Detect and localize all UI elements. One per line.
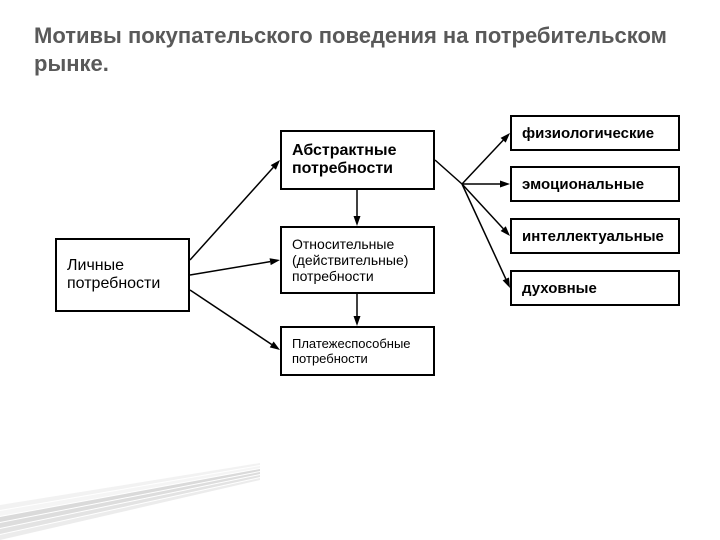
node-label: интеллектуальные [522,228,664,245]
node-label: физиологические [522,125,654,142]
decor-stripes [0,460,260,540]
node-solvent: Платежеспособные потребности [280,326,435,376]
node-emo: эмоциональные [510,166,680,202]
page-title: Мотивы покупательского поведения на потр… [34,22,674,77]
node-intel: интеллектуальные [510,218,680,254]
node-label: эмоциональные [522,176,644,193]
node-label: Абстрактные потребности [292,142,423,178]
node-label: Относительные (действительные) потребнос… [292,236,423,284]
node-label: Платежеспособные потребности [292,336,423,366]
node-root: Личные потребности [55,238,190,312]
node-abstract: Абстрактные потребности [280,130,435,190]
node-phys: физиологические [510,115,680,151]
node-relative: Относительные (действительные) потребнос… [280,226,435,294]
node-label: Личные потребности [67,257,178,293]
node-label: духовные [522,280,597,297]
node-spirit: духовные [510,270,680,306]
